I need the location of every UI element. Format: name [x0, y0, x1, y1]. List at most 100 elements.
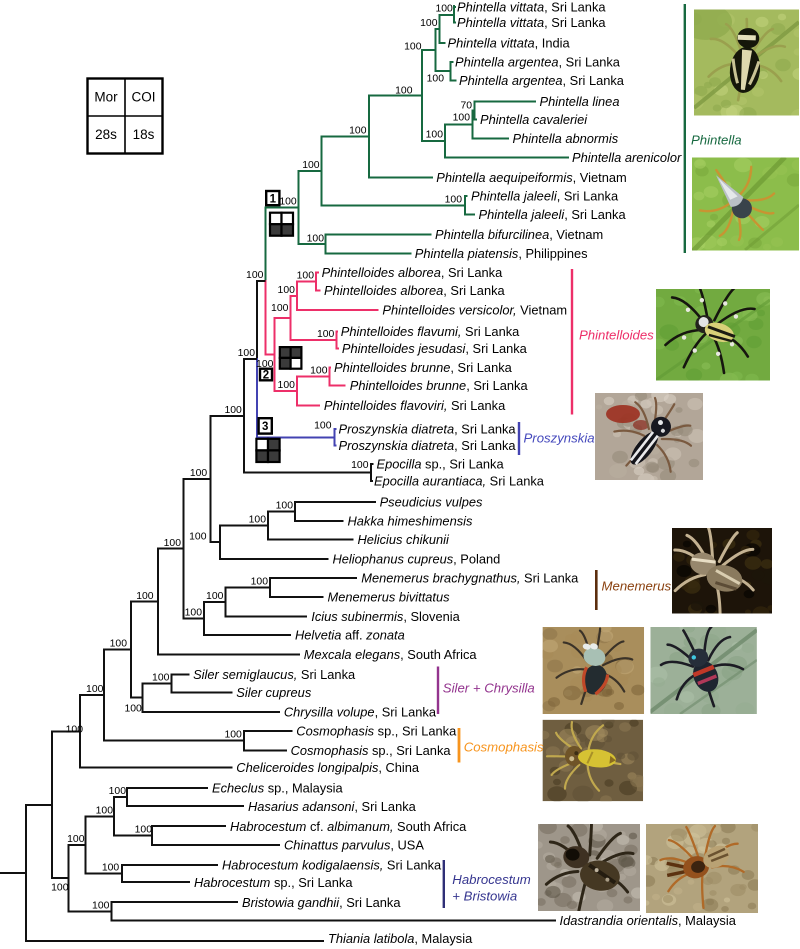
svg-text:28s: 28s: [95, 127, 117, 142]
svg-text:Helvetia aff. zonata: Helvetia aff. zonata: [295, 628, 405, 643]
svg-text:100: 100: [435, 4, 453, 15]
svg-text:Phintelloides versicolor, Viet: Phintelloides versicolor, Vietnam: [382, 303, 567, 318]
svg-text:Menemerus bivittatus: Menemerus bivittatus: [328, 590, 451, 605]
svg-text:100: 100: [224, 730, 242, 741]
svg-text:Phintelloides flavumi, Sri Lan: Phintelloides flavumi, Sri Lanka: [341, 324, 520, 339]
svg-text:Phintella arenicolor: Phintella arenicolor: [572, 150, 682, 165]
svg-text:Idastrandia orientalis, Malays: Idastrandia orientalis, Malaysia: [560, 913, 737, 928]
svg-text:Phintella jaleeli, Sri Lanka: Phintella jaleeli, Sri Lanka: [471, 189, 619, 204]
svg-text:Phintella aequipeiformis, Viet: Phintella aequipeiformis, Vietnam: [436, 170, 626, 185]
svg-text:Proszynskia diatreta, Sri Lank: Proszynskia diatreta, Sri Lanka: [339, 422, 517, 437]
svg-text:Hakka himeshimensis: Hakka himeshimensis: [348, 513, 473, 528]
svg-text:Epocilla sp., Sri Lanka: Epocilla sp., Sri Lanka: [377, 457, 505, 472]
svg-text:+ Bristowia: + Bristowia: [452, 889, 517, 904]
svg-text:100: 100: [190, 468, 208, 479]
svg-text:Phintella vittata, India: Phintella vittata, India: [448, 36, 571, 51]
svg-text:100: 100: [349, 126, 367, 137]
svg-text:Icius subinermis, Slovenia: Icius subinermis, Slovenia: [311, 609, 460, 624]
svg-text:Thiania latibola, Malaysia: Thiania latibola, Malaysia: [328, 931, 473, 946]
svg-text:100: 100: [251, 576, 269, 587]
svg-text:100: 100: [66, 725, 84, 736]
svg-text:Mor: Mor: [94, 90, 118, 105]
svg-text:Chrysilla volupe, Sri Lanka: Chrysilla volupe, Sri Lanka: [284, 705, 437, 720]
svg-text:Bristowia gandhii, Sri Lanka: Bristowia gandhii, Sri Lanka: [242, 895, 401, 910]
svg-text:Phintelloides brunne, Sri Lank: Phintelloides brunne, Sri Lanka: [334, 360, 513, 375]
svg-text:100: 100: [297, 271, 315, 282]
svg-text:100: 100: [109, 786, 127, 797]
svg-text:3: 3: [262, 421, 268, 433]
svg-text:100: 100: [426, 130, 444, 141]
svg-text:Menemerus: Menemerus: [602, 579, 672, 594]
svg-text:100: 100: [67, 834, 85, 845]
svg-text:Habrocestum kodigalaensis, Sri: Habrocestum kodigalaensis, Sri Lanka: [222, 858, 442, 873]
svg-text:Cosmophasis sp., Sri Lanka: Cosmophasis sp., Sri Lanka: [296, 724, 457, 739]
svg-text:Cosmophasis: Cosmophasis: [464, 740, 544, 755]
svg-text:100: 100: [206, 591, 224, 602]
svg-text:Phintella vittata, Sri Lanka: Phintella vittata, Sri Lanka: [457, 0, 606, 15]
svg-text:Habrocestum: Habrocestum: [452, 872, 530, 887]
svg-text:Mexcala elegans, South Africa: Mexcala elegans, South Africa: [304, 647, 478, 662]
svg-text:Cheliceroides longipalpis, Chi: Cheliceroides longipalpis, China: [236, 760, 420, 775]
svg-text:100: 100: [395, 86, 413, 97]
svg-text:100: 100: [102, 863, 120, 874]
svg-text:100: 100: [278, 285, 296, 296]
svg-text:100: 100: [307, 234, 325, 245]
svg-text:100: 100: [317, 329, 335, 340]
svg-text:Phintelloides alborea, Sri Lan: Phintelloides alborea, Sri Lanka: [324, 283, 506, 298]
svg-text:100: 100: [420, 18, 438, 29]
svg-text:Phintelloides brunne, Sri Lank: Phintelloides brunne, Sri Lanka: [350, 378, 529, 393]
svg-text:Siler semiglaucus, Sri Lanka: Siler semiglaucus, Sri Lanka: [193, 667, 356, 682]
svg-text:100: 100: [310, 366, 328, 377]
svg-text:100: 100: [136, 591, 154, 602]
svg-text:100: 100: [271, 303, 289, 314]
svg-text:100: 100: [445, 195, 463, 206]
svg-text:COI: COI: [131, 90, 155, 105]
svg-text:100: 100: [302, 160, 320, 171]
svg-text:Heliophanus cupreus, Poland: Heliophanus cupreus, Poland: [333, 551, 501, 566]
svg-text:Phintella piatensis, Philippin: Phintella piatensis, Philippines: [415, 246, 588, 261]
svg-text:100: 100: [246, 270, 264, 281]
svg-text:100: 100: [51, 883, 69, 894]
svg-text:18s: 18s: [133, 127, 155, 142]
svg-text:100: 100: [256, 359, 274, 370]
svg-text:100: 100: [92, 901, 110, 912]
svg-text:Habrocestum sp., Sri Lanka: Habrocestum sp., Sri Lanka: [194, 875, 353, 890]
svg-text:100: 100: [314, 421, 332, 432]
svg-text:Phintelloides jesudasi, Sri La: Phintelloides jesudasi, Sri Lanka: [342, 341, 528, 356]
svg-text:100: 100: [404, 42, 422, 53]
svg-text:1: 1: [270, 193, 277, 205]
svg-text:100: 100: [224, 405, 242, 416]
svg-text:Habrocestum cf. albimanum, Sou: Habrocestum cf. albimanum, South Africa: [230, 819, 467, 834]
svg-text:Cosmophasis sp., Sri Lanka: Cosmophasis sp., Sri Lanka: [291, 743, 452, 758]
svg-text:Phintelloides alborea, Sri Lan: Phintelloides alborea, Sri Lanka: [322, 265, 504, 280]
svg-text:100: 100: [238, 348, 256, 359]
svg-text:Proszynskia: Proszynskia: [524, 431, 595, 446]
svg-text:Proszynskia diatreta, Sri Lank: Proszynskia diatreta, Sri Lanka: [339, 438, 517, 453]
svg-text:100: 100: [189, 532, 207, 543]
svg-text:Phintella linea: Phintella linea: [540, 94, 620, 109]
svg-text:100: 100: [249, 514, 267, 525]
svg-text:Phintella bifurcilinea, Vietna: Phintella bifurcilinea, Vietnam: [435, 227, 603, 242]
svg-text:100: 100: [135, 825, 153, 836]
svg-text:Phintella abnormis: Phintella abnormis: [513, 131, 619, 146]
svg-text:Chinattus parvulus, USA: Chinattus parvulus, USA: [284, 838, 424, 853]
svg-text:100: 100: [152, 672, 170, 683]
svg-text:100: 100: [351, 460, 369, 471]
svg-text:100: 100: [278, 380, 296, 391]
svg-text:Siler + Chrysilla: Siler + Chrysilla: [443, 681, 535, 696]
svg-text:100: 100: [279, 197, 297, 208]
svg-text:100: 100: [124, 704, 142, 715]
svg-text:Echeclus sp., Malaysia: Echeclus sp., Malaysia: [212, 780, 343, 795]
svg-text:Phintella argentea, Sri Lanka: Phintella argentea, Sri Lanka: [459, 73, 625, 88]
svg-text:Epocilla aurantiaca, Sri Lanka: Epocilla aurantiaca, Sri Lanka: [374, 474, 545, 489]
svg-text:Phintella cavaleriei: Phintella cavaleriei: [480, 112, 588, 127]
svg-text:100: 100: [86, 684, 104, 695]
svg-text:100: 100: [110, 639, 128, 650]
svg-text:2: 2: [263, 370, 269, 382]
svg-text:100: 100: [164, 538, 182, 549]
svg-text:Pseudicius vulpes: Pseudicius vulpes: [380, 495, 483, 510]
svg-text:Siler cupreus: Siler cupreus: [236, 685, 312, 700]
svg-text:Menemerus brachygnathus, Sri L: Menemerus brachygnathus, Sri Lanka: [361, 571, 579, 586]
svg-text:Phintella vittata, Sri Lanka: Phintella vittata, Sri Lanka: [457, 15, 606, 30]
svg-text:100: 100: [185, 608, 203, 619]
